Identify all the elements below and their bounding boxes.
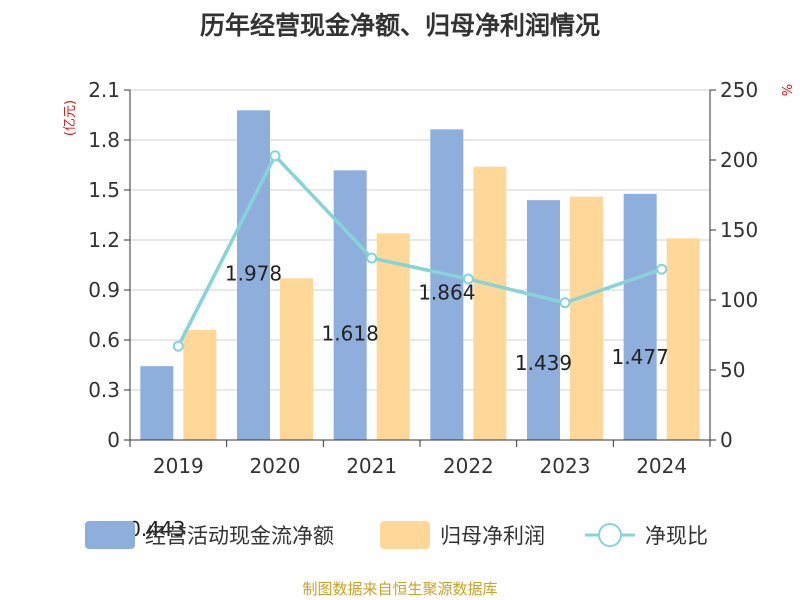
- ratio-point: [462, 273, 474, 285]
- ratio-line: [172, 150, 668, 352]
- ratio-point: [366, 252, 378, 264]
- legend-label: 归母净利润: [440, 524, 545, 548]
- bar: [280, 278, 313, 440]
- left-tick-label: 1.5: [88, 178, 120, 202]
- data-label: 1.978: [225, 261, 282, 285]
- ratio-series-line: [176, 152, 663, 347]
- left-tick-label: 0: [107, 428, 120, 452]
- bar: [666, 238, 700, 440]
- ratio-point: [559, 297, 571, 309]
- left-tick-label: 2.1: [88, 78, 120, 102]
- bar: [333, 170, 367, 441]
- legend-swatch: [85, 521, 135, 549]
- left-tick-label: 1.2: [88, 228, 120, 252]
- data-label: 1.618: [322, 321, 379, 345]
- ratio-point: [172, 340, 184, 352]
- legend-swatch-marker: [598, 523, 622, 547]
- data-label: 1.864: [418, 280, 475, 304]
- right-tick-label: 150: [720, 218, 758, 242]
- left-tick-label: 1.8: [88, 128, 120, 152]
- bar: [473, 166, 507, 440]
- x-tick-label: 2021: [346, 454, 397, 478]
- right-tick-label: 250: [720, 78, 758, 102]
- legend-label: 净现比: [645, 524, 708, 548]
- right-axis-unit: %: [778, 84, 793, 96]
- axes: 0 0.3 0.6 0.9 1.2 1.5 1.8 2.1 0 50 100 150 200 250 201…: [88, 78, 758, 478]
- x-tick-label: 2019: [153, 454, 204, 478]
- x-tick-label: 2020: [250, 454, 301, 478]
- left-tick-label: 0.3: [88, 378, 120, 402]
- bars: [140, 110, 700, 441]
- left-tick-label: 0.9: [88, 278, 120, 302]
- right-tick-label: 200: [720, 148, 758, 172]
- legend-swatch: [380, 521, 430, 549]
- bar: [237, 110, 270, 440]
- ratio-point: [269, 150, 281, 162]
- source-note: 制图数据来自恒生聚源数据库: [302, 580, 497, 598]
- data-label: 1.439: [515, 351, 572, 375]
- data-labels: 0.443 1.978 1.618 1.864 1.439 1.477: [128, 261, 669, 541]
- legend-label: 经营活动现金流净额: [145, 524, 334, 548]
- bar: [623, 193, 657, 440]
- x-tick-label: 2022: [443, 454, 494, 478]
- x-tick-label: 2024: [636, 454, 687, 478]
- bar: [140, 366, 174, 440]
- legend: 经营活动现金流净额 归母净利润 净现比: [85, 521, 708, 549]
- right-tick-label: 50: [720, 358, 745, 382]
- x-tick-label: 2023: [540, 454, 591, 478]
- left-tick-label: 0.6: [88, 328, 120, 352]
- bar: [376, 233, 410, 440]
- grid: [130, 89, 710, 391]
- data-label: 0.443: [128, 517, 185, 541]
- bar: [183, 330, 217, 440]
- right-tick-label: 100: [720, 288, 758, 312]
- data-label: 1.477: [612, 345, 669, 369]
- left-axis-unit: (亿元): [63, 100, 78, 136]
- bar: [570, 196, 603, 440]
- ratio-point: [656, 263, 668, 275]
- chart-title: 历年经营现金净额、归母净利润情况: [200, 11, 600, 40]
- bar: [527, 200, 560, 440]
- bar: [430, 129, 464, 441]
- right-tick-label: 0: [720, 428, 733, 452]
